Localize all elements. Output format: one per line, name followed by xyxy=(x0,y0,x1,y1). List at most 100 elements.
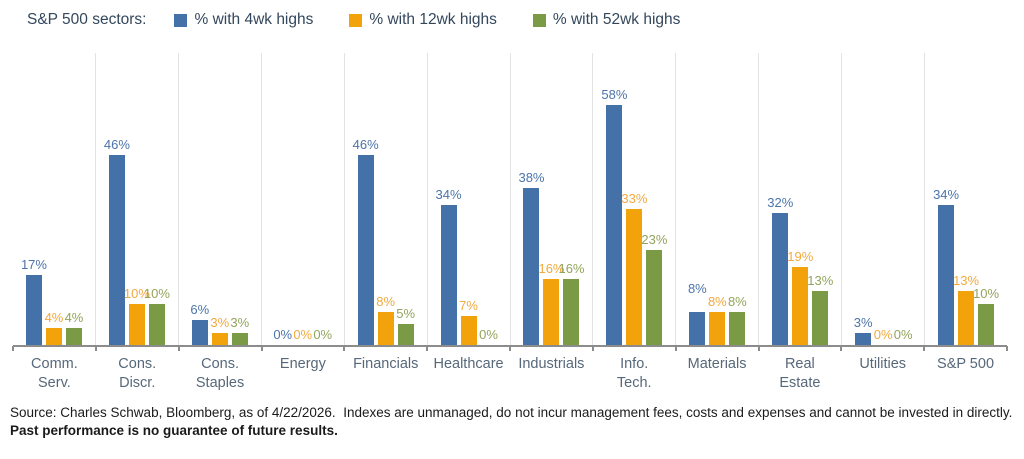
category-label: Financials xyxy=(353,356,419,372)
bar-column: 34% xyxy=(933,53,959,345)
bar xyxy=(772,212,789,345)
bar-value-label: 7% xyxy=(459,298,478,314)
bar xyxy=(563,278,580,345)
category-label: Healthcare xyxy=(433,356,504,372)
bar-column: 0% xyxy=(293,53,312,345)
bar xyxy=(377,311,394,345)
bar-value-label: 16% xyxy=(538,260,565,276)
bar-column: 33% xyxy=(621,53,647,345)
category-group-11: 3% 0% 0% xyxy=(841,53,924,345)
source-note: Source: Charles Schwab, Bloomberg, as of… xyxy=(10,404,1018,441)
source-disclaimer: Past performance is no guarantee of futu… xyxy=(10,423,338,439)
category-label: Real Estate xyxy=(779,356,821,391)
bar-value-label: 0% xyxy=(873,327,893,342)
legend-swatch-12wk-icon xyxy=(349,13,363,27)
bar xyxy=(128,303,145,345)
category-group-2: 46% 10% 10% xyxy=(94,53,178,345)
bar-value-label: 10% xyxy=(123,285,150,301)
bar xyxy=(65,328,82,345)
bar-column: 8% xyxy=(727,53,747,345)
category-group-4: 0% 0% 0% xyxy=(260,53,344,345)
bar-column: 8% xyxy=(707,53,727,345)
bar-value-label: 10% xyxy=(973,285,1000,301)
bar-value-label: 8% xyxy=(707,293,727,309)
bar-value-label: 8% xyxy=(376,293,396,309)
bar-value-label: 38% xyxy=(518,170,545,186)
axis-tick xyxy=(260,346,263,351)
bar-column: 38% xyxy=(518,53,545,345)
axis-tick xyxy=(12,346,14,351)
bar xyxy=(709,311,726,345)
category-label: Info. Tech. xyxy=(616,356,652,391)
bar-value-label: 8% xyxy=(727,293,747,309)
bar-column: 0% xyxy=(313,53,333,345)
category-group-5: 46% 8% 5% xyxy=(343,53,427,345)
category-label: Utilities xyxy=(859,356,907,372)
category-group-6: 34% 7% 0% xyxy=(426,53,510,345)
bar-column: 34% xyxy=(436,53,462,345)
bar-column: 3% xyxy=(230,53,250,345)
bar xyxy=(108,155,125,345)
bar-value-label: 46% xyxy=(352,137,379,153)
legend-item-4wk: % with 4wk highs xyxy=(174,11,313,29)
bar-value-label: 3% xyxy=(853,314,873,330)
category-label: S&P 500 xyxy=(937,356,995,372)
axis-tick xyxy=(923,346,926,351)
source-text: Source: Charles Schwab, Bloomberg, as of… xyxy=(10,405,1017,420)
axis-tick xyxy=(426,346,429,351)
bar-column: 0% xyxy=(273,53,292,345)
bar-column: 8% xyxy=(688,53,707,345)
bar-column: 0% xyxy=(873,53,893,345)
bar-value-label: 0% xyxy=(893,327,913,342)
bar xyxy=(729,311,746,345)
axis-tick xyxy=(94,346,97,351)
bar-column: 8% xyxy=(376,53,396,345)
bar-column: 16% xyxy=(538,53,565,345)
bar-value-label: 10% xyxy=(143,285,170,301)
bar xyxy=(211,332,228,345)
bar xyxy=(357,155,374,345)
bar xyxy=(45,328,62,345)
bar-column: 46% xyxy=(104,53,130,345)
bar xyxy=(25,274,42,345)
bar-column: 10% xyxy=(124,53,150,345)
axis-tick xyxy=(509,346,511,351)
bar-column: 46% xyxy=(353,53,379,345)
axis-tick xyxy=(840,346,843,351)
bar-column: 4% xyxy=(65,53,83,345)
bar-value-label: 23% xyxy=(641,232,668,248)
bar-value-label: 19% xyxy=(787,248,814,264)
bar-value-label: 3% xyxy=(230,314,250,330)
legend-label-4wk: % with 4wk highs xyxy=(194,11,314,28)
category-group-10: 32% 19% 13% xyxy=(758,53,841,345)
bar-value-label: 13% xyxy=(953,273,980,289)
axis-tick xyxy=(343,346,346,351)
category-group-12: 34% 13% 10% xyxy=(924,53,1007,345)
bar-column: 0% xyxy=(893,53,913,345)
axis-tick xyxy=(591,346,594,351)
bar xyxy=(440,204,457,345)
bar-column: 3% xyxy=(210,53,230,345)
category-group-7: 38% 16% 16% xyxy=(509,53,593,345)
category-axis-labels: Comm. Serv. Cons. Discr. Cons. Staples Ener… xyxy=(13,355,1007,392)
category-label: Materials xyxy=(687,356,747,372)
chart-legend: S&P 500 sectors: % with 4wk highs % with… xyxy=(27,11,716,29)
bar xyxy=(148,303,165,345)
bar-value-label: 32% xyxy=(767,194,794,210)
bar xyxy=(523,188,540,345)
bar-column: 32% xyxy=(767,53,793,345)
bar xyxy=(689,311,706,345)
bar-value-label: 6% xyxy=(190,302,210,318)
bar-value-label: 34% xyxy=(435,186,462,202)
bar-value-label: 3% xyxy=(210,314,230,330)
bar-column: 13% xyxy=(807,53,833,345)
category-label: Comm. Serv. xyxy=(31,356,78,391)
bar xyxy=(855,332,872,345)
bar-column: 13% xyxy=(953,53,979,345)
bar-column: 17% xyxy=(21,53,47,345)
bar-value-label: 16% xyxy=(558,260,585,276)
bar xyxy=(231,332,248,345)
axis-tick xyxy=(674,346,677,351)
bar xyxy=(938,204,955,345)
bar-value-label: 0% xyxy=(313,327,333,342)
